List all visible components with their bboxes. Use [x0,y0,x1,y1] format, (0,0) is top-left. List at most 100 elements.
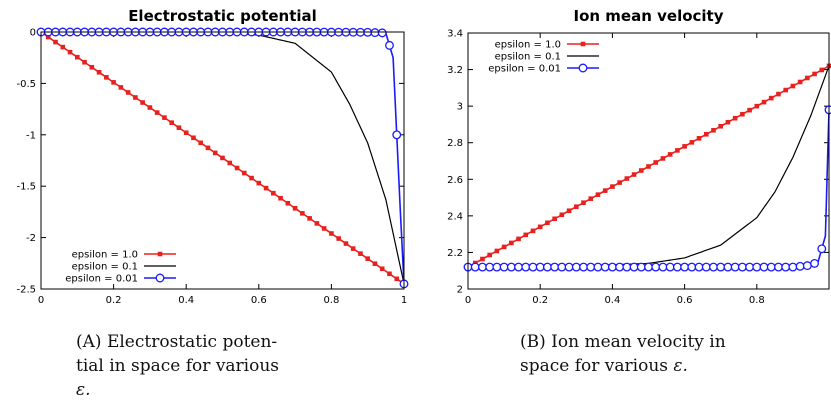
data-point [96,69,102,75]
data-point [574,204,579,210]
x-tick-label: 0 [465,295,471,306]
data-point [53,39,58,45]
data-point [387,271,392,277]
data-point [610,184,615,189]
data-point [314,221,320,226]
data-point [638,168,644,173]
data-point [581,200,586,205]
data-point [249,175,254,181]
y-tick-label: 0 [30,28,36,39]
y-tick-label: -2 [26,233,36,244]
data-point [45,34,51,40]
data-point [571,262,581,272]
legend-label: epsilon = 0.01 [65,274,138,285]
data-point [241,170,247,176]
caption-b: (B) Ion mean velocity in space for vario… [520,330,800,378]
legend-label: epsilon = 0.1 [72,262,138,273]
x-tick-label: 0.4 [604,295,620,306]
y-tick-label: 2 [457,285,463,296]
x-tick-label: 0.2 [106,295,122,306]
data-point [343,241,349,246]
data-point [559,212,565,218]
data-point [370,28,380,38]
data-point [176,125,182,131]
data-point [607,262,617,272]
data-point [487,252,492,258]
x-tick-label: 0.2 [532,295,548,306]
y-tick-label: 2.8 [447,138,463,149]
data-point [667,152,673,157]
data-point [278,195,283,201]
plot-frame [467,32,830,290]
data-point [805,75,810,81]
data-point [761,99,767,105]
legend-label: epsilon = 1.0 [495,40,561,51]
legend-marker [580,41,586,47]
data-point [752,262,762,272]
data-point [737,262,747,272]
y-tick-label: -1.5 [16,182,36,193]
data-point [759,262,769,272]
data-point [636,262,646,272]
data-point [470,262,480,272]
data-point [394,276,400,282]
data-point [133,95,138,100]
data-point [263,185,269,191]
data-point [377,28,387,38]
data-point [104,75,109,80]
caption-a-line-1: Electrostatic poten- [106,332,278,352]
x-tick-label: 0.4 [178,295,194,306]
data-point [82,59,87,65]
data-point [329,231,334,236]
data-point [234,165,240,171]
data-point [271,190,276,196]
data-point [802,261,812,271]
data-point [183,130,189,136]
data-point [600,262,610,272]
data-point [350,246,356,251]
data-point [745,262,755,272]
data-point [118,85,124,90]
caption-a-line-3: ε. [76,380,91,400]
data-point [824,105,831,115]
data-point [797,79,803,85]
data-point [256,180,262,186]
data-point [523,232,529,238]
data-point [392,130,402,140]
data-point [292,206,298,211]
x-tick-label: 1 [401,295,407,306]
caption-b-line-1: Ion mean velocity in [551,332,726,352]
data-point [696,136,702,141]
data-point [646,164,651,169]
data-point [660,156,666,161]
data-point [593,262,603,272]
y-tick-label: -0.5 [16,79,36,90]
data-point [564,262,574,272]
data-point [701,262,711,272]
data-point [790,83,796,89]
x-tick-label: 0.8 [323,295,339,306]
data-point [557,262,567,272]
data-point [718,123,723,129]
caption-b-epsilon: ε. [673,356,688,376]
electrostatic-potential-chart: Electrostatic potential 0 -0.5 -1 -1.5 -2 -2.5… [16,7,409,306]
data-point [602,188,608,193]
data-point [198,140,204,146]
data-point [67,49,73,55]
data-point [588,196,594,201]
data-point [125,90,131,95]
plot-frame [40,31,405,290]
data-point [631,172,637,177]
data-point [535,262,545,272]
data-point [682,144,687,149]
data-point [658,262,668,272]
data-point [545,220,550,226]
data-point [624,176,630,181]
x-tick-label: 0 [38,295,44,306]
data-point [687,262,697,272]
data-point [689,140,695,145]
data-point [111,80,116,85]
data-point [140,100,145,105]
data-point [566,208,572,214]
data-point [817,244,827,254]
